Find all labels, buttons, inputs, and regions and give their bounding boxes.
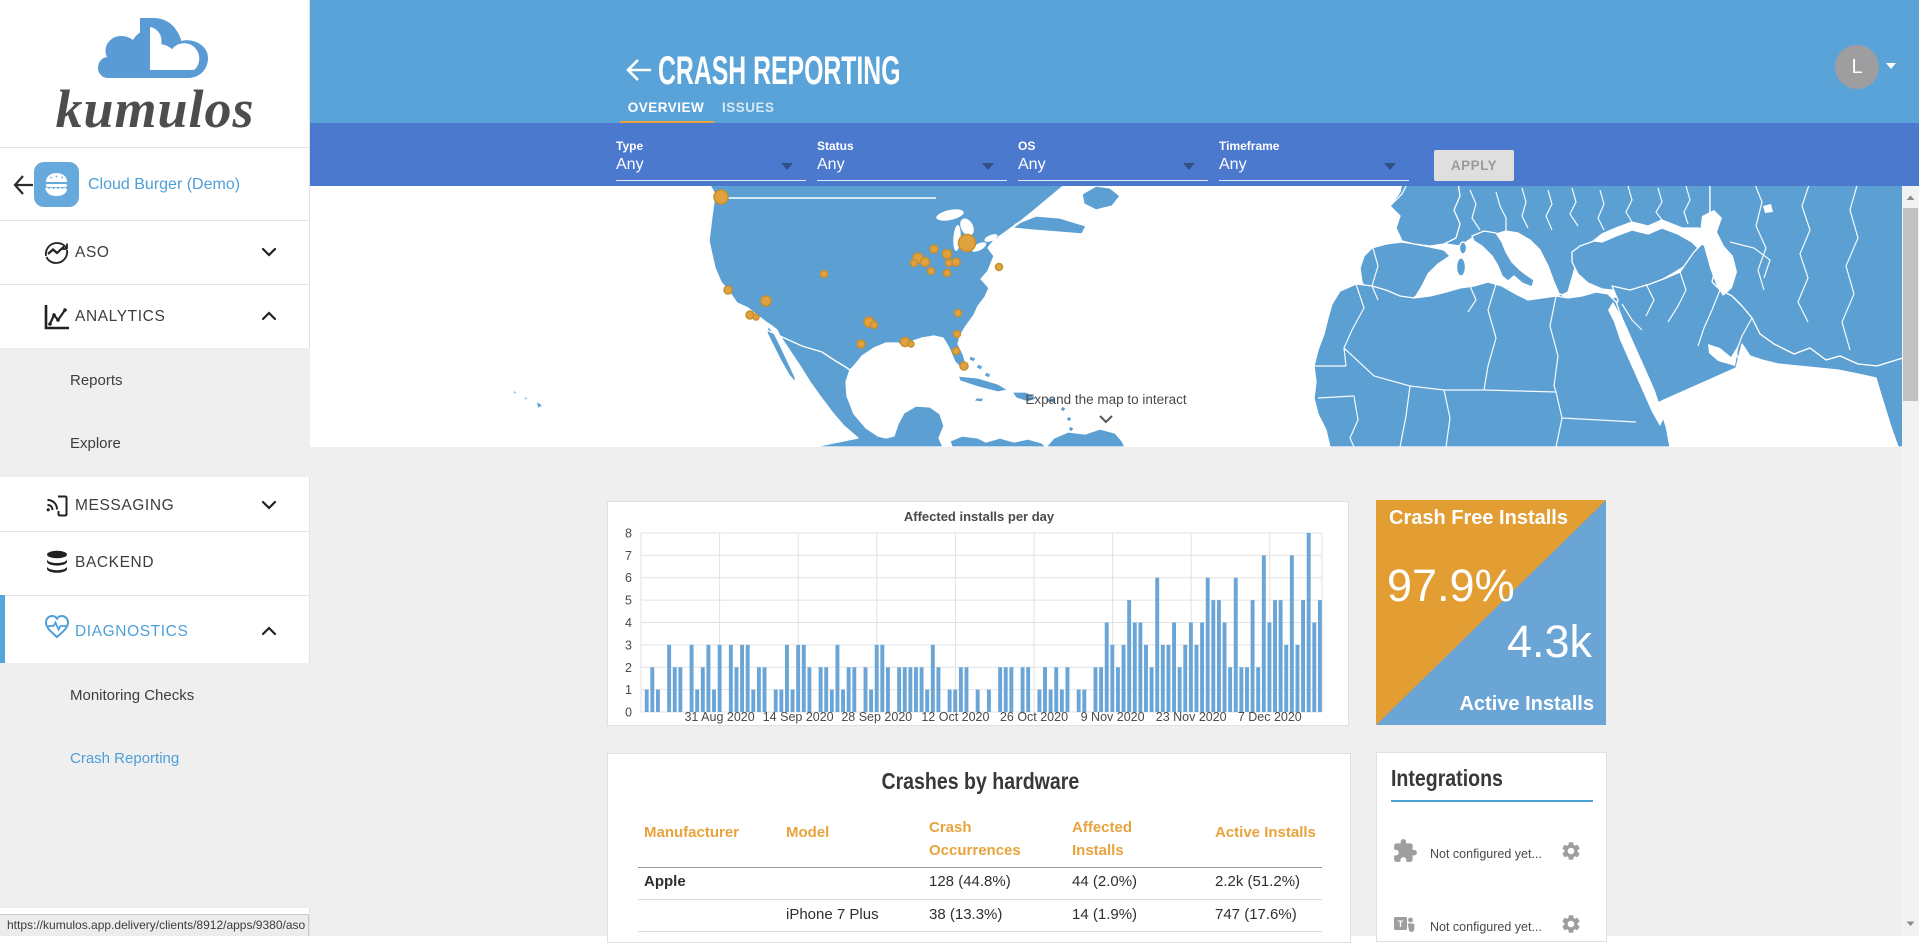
svg-text:9 Nov 2020: 9 Nov 2020 [1081,710,1145,724]
svg-text:0: 0 [625,706,632,720]
svg-text:7 Dec 2020: 7 Dec 2020 [1238,710,1302,724]
svg-text:31 Aug 2020: 31 Aug 2020 [684,710,754,724]
svg-text:8: 8 [625,527,632,541]
svg-text:3: 3 [625,638,632,652]
svg-text:1: 1 [625,683,632,697]
svg-text:28 Sep 2020: 28 Sep 2020 [841,710,912,724]
svg-text:2: 2 [625,661,632,675]
svg-text:12 Oct 2020: 12 Oct 2020 [921,710,989,724]
svg-text:T: T [1398,919,1404,929]
svg-text:7: 7 [625,549,632,563]
svg-text:5: 5 [625,594,632,608]
svg-text:4: 4 [625,616,632,630]
svg-text:23 Nov 2020: 23 Nov 2020 [1156,710,1227,724]
svg-text:14 Sep 2020: 14 Sep 2020 [763,710,834,724]
svg-text:26 Oct 2020: 26 Oct 2020 [1000,710,1068,724]
svg-text:6: 6 [625,571,632,585]
